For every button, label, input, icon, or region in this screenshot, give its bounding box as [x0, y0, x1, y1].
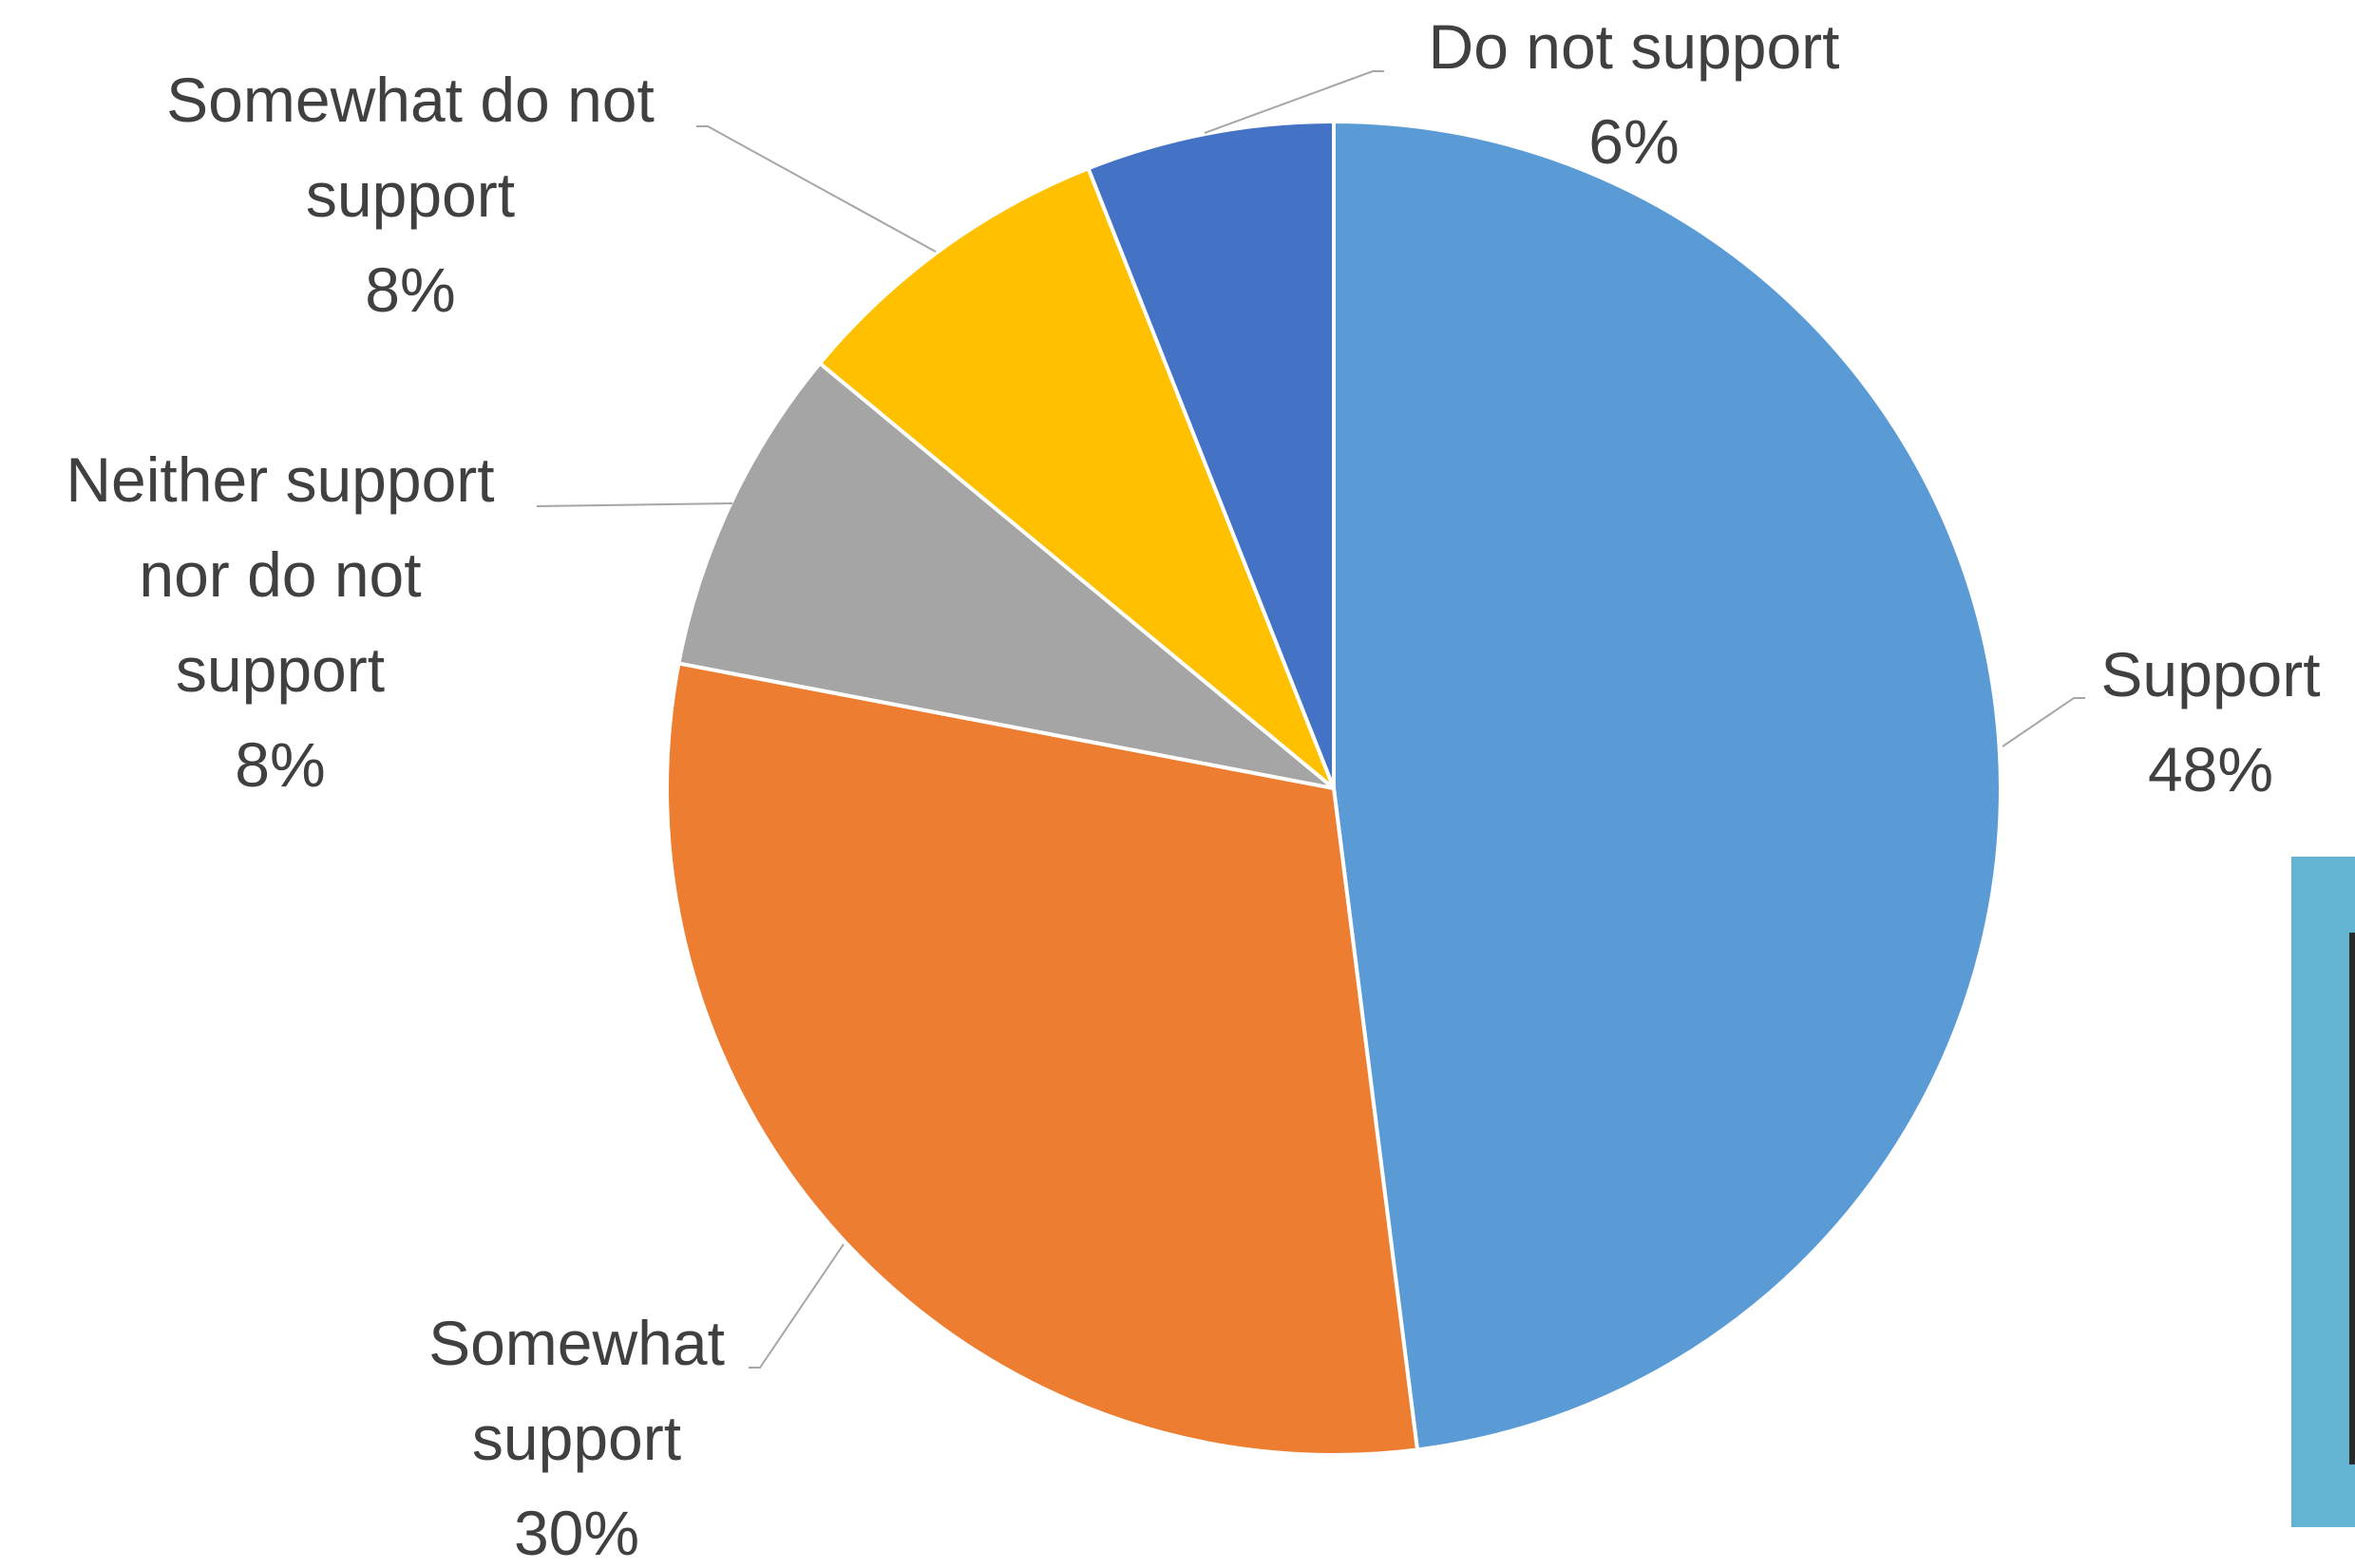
slice-label: Neither support nor do not support 8% — [66, 444, 494, 800]
slice-labels: Support 48% Somewhat support 30% Neither supp… — [66, 11, 2320, 1568]
slice-percent: 6% — [1588, 106, 1679, 177]
pie-slice-somewhat-do-not-support — [818, 166, 1336, 790]
leader-line — [696, 125, 937, 253]
slice-name: Somewhat — [428, 1308, 725, 1378]
slice-label: Do not support 6% — [1429, 11, 1840, 177]
slice-name: Somewhat do not — [166, 65, 655, 135]
side-panel — [2291, 857, 2355, 1527]
slice-name: Support — [2100, 639, 2320, 709]
slice-name: support — [176, 634, 385, 705]
slice-name: support — [472, 1403, 681, 1473]
slice-name: Neither support — [66, 444, 494, 515]
leader-line — [536, 502, 733, 507]
pie-slice-neither-support-nor-do-not-support — [676, 361, 1336, 790]
pie-slice-do-not-support — [1086, 120, 1336, 790]
side-panel-bar — [2349, 933, 2355, 1464]
slice-percent: 8% — [235, 729, 325, 800]
slice-percent: 48% — [2148, 734, 2273, 804]
slice-percent: 30% — [514, 1498, 639, 1568]
leader-line — [2002, 697, 2085, 747]
leader-line — [1204, 70, 1384, 134]
pie-slice-support — [1332, 120, 2003, 1452]
slice-name: Do not support — [1429, 11, 1840, 82]
slice-label: Somewhat do not support 8% — [166, 65, 655, 325]
slice-name: nor do not — [139, 539, 421, 610]
slice-name: support — [306, 160, 515, 230]
leader-line — [749, 1243, 845, 1369]
slice-label: Somewhat support 30% — [428, 1308, 725, 1568]
slice-percent: 8% — [365, 255, 455, 325]
pie-slices — [664, 120, 2003, 1457]
leader-lines — [536, 70, 2085, 1369]
slice-label: Support 48% — [2100, 639, 2320, 804]
pie-slice-somewhat-support — [664, 661, 1419, 1457]
